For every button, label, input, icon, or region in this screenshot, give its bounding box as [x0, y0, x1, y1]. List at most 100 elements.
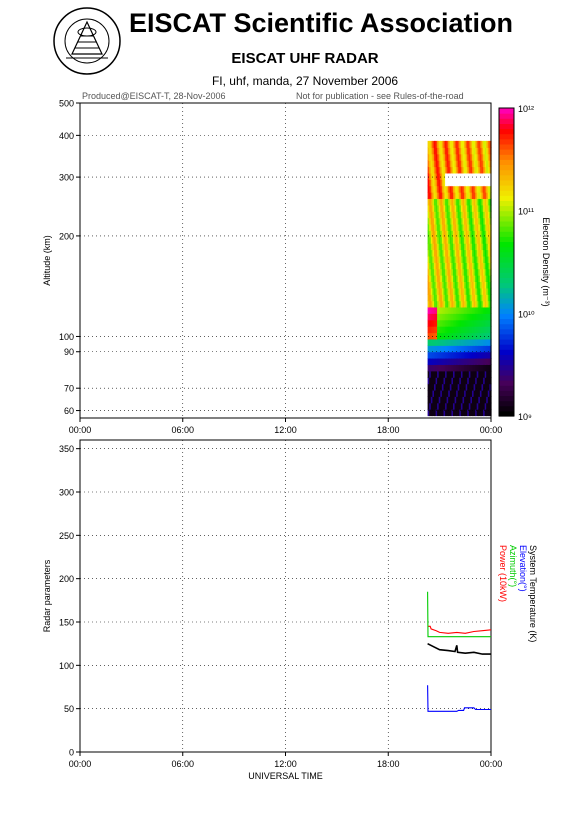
heatmap-cell	[437, 172, 440, 180]
heatmap-cell	[479, 313, 483, 321]
heatmap-cell	[456, 402, 459, 410]
heatmap-cell	[470, 383, 473, 391]
heatmap-cell	[453, 326, 456, 334]
heatmap-cell	[432, 153, 435, 161]
heatmap-cell	[441, 377, 445, 385]
heatmap-cell	[464, 281, 467, 289]
heatmap-cell	[472, 313, 475, 321]
heatmap-cell	[484, 185, 487, 193]
heatmap-cell	[441, 332, 445, 340]
heatmap-cell	[481, 255, 484, 263]
heatmap-cell	[486, 172, 489, 180]
heatmap-cell	[481, 332, 484, 340]
heatmap-cell	[475, 364, 478, 372]
heatmap-cell	[445, 345, 448, 353]
heatmap-cell	[476, 172, 479, 180]
heatmap-cell	[476, 332, 479, 340]
heatmap-cell	[457, 364, 460, 372]
heatmap-cell	[441, 243, 445, 251]
heatmap-cell	[464, 255, 467, 263]
heatmap-cell	[440, 236, 443, 244]
heatmap-cell	[460, 217, 464, 225]
heatmap-cell	[479, 230, 483, 238]
heatmap-cell	[459, 166, 462, 174]
heatmap-cell	[464, 166, 467, 174]
heatmap-cell	[484, 281, 487, 289]
heatmap-cell	[464, 402, 467, 410]
heatmap-cell	[437, 147, 440, 155]
heatmap-cell	[473, 370, 476, 378]
top-y-tick-label: 90	[64, 347, 74, 357]
heatmap-cell	[456, 198, 459, 206]
heatmap-cell	[451, 300, 454, 308]
heatmap-cell	[476, 377, 479, 385]
heatmap-cell	[448, 402, 451, 410]
colorbar-segment	[499, 262, 514, 268]
top-x-tick-label: 00:00	[480, 425, 503, 435]
heatmap-cell	[449, 166, 452, 174]
heatmap-cell	[484, 377, 487, 385]
heatmap-cell	[440, 179, 443, 187]
heatmap-cell	[432, 243, 435, 251]
heatmap-cell	[470, 166, 473, 174]
heatmap-cell	[429, 230, 432, 238]
heatmap-cell	[430, 402, 433, 410]
colorbar-segment	[499, 149, 514, 155]
heatmap-cell	[468, 262, 471, 270]
heatmap-cell	[462, 396, 465, 404]
heatmap-cell	[427, 389, 430, 397]
heatmap-cell	[476, 383, 479, 391]
heatmap-cell	[459, 236, 462, 244]
heatmap-cell	[476, 223, 479, 231]
heatmap-cell	[465, 326, 468, 334]
colorbar-segment	[499, 277, 514, 284]
heatmap-cell	[441, 204, 445, 212]
heatmap-cell	[441, 364, 445, 372]
heatmap-cell	[437, 236, 440, 244]
heatmap-cell	[443, 294, 446, 302]
heatmap-cell	[475, 166, 478, 174]
heatmap-cell	[434, 351, 437, 359]
heatmap-cell	[479, 287, 483, 295]
heatmap-cell	[486, 377, 489, 385]
heatmap-cell	[446, 223, 449, 231]
heatmap-cell	[459, 389, 462, 397]
heatmap-cell	[479, 300, 483, 308]
heatmap-cell	[451, 236, 454, 244]
page-title: EISCAT Scientific Association	[128, 8, 514, 38]
heatmap-cell	[456, 140, 459, 148]
heatmap-cell	[478, 409, 481, 417]
heatmap-cell	[468, 204, 471, 212]
heatmap-cell	[434, 255, 437, 263]
colorbar-segment	[499, 267, 514, 273]
heatmap-cell	[487, 140, 490, 148]
heatmap-cell	[475, 358, 478, 365]
heatmap-cell	[432, 332, 435, 340]
heatmap-cell	[487, 230, 490, 238]
heatmap-cell	[465, 243, 468, 251]
heatmap-cell	[457, 358, 460, 365]
heatmap-cell	[486, 255, 489, 263]
colorbar-segment	[499, 251, 514, 258]
heatmap-cell	[486, 223, 489, 231]
heatmap-cell	[465, 185, 468, 193]
heatmap-cell	[460, 140, 464, 148]
heatmap-cell	[472, 294, 475, 302]
heatmap-cell	[459, 268, 462, 276]
heatmap-cell	[457, 300, 460, 308]
heatmap-cell	[429, 313, 432, 321]
heatmap-cell	[468, 160, 471, 168]
heatmap-cell	[478, 153, 481, 161]
heatmap-cell	[448, 243, 451, 251]
heatmap-cell	[429, 255, 432, 263]
heatmap-cell	[440, 287, 443, 295]
colorbar-segment	[499, 354, 514, 361]
heatmap-cell	[484, 160, 487, 168]
heatmap-cell	[457, 223, 460, 231]
heatmap-cell	[441, 160, 445, 168]
heatmap-cell	[440, 319, 443, 327]
heatmap-cell	[457, 389, 460, 397]
heatmap-cell	[446, 192, 449, 199]
heatmap-cell	[479, 281, 483, 289]
heatmap-cell	[435, 255, 438, 263]
